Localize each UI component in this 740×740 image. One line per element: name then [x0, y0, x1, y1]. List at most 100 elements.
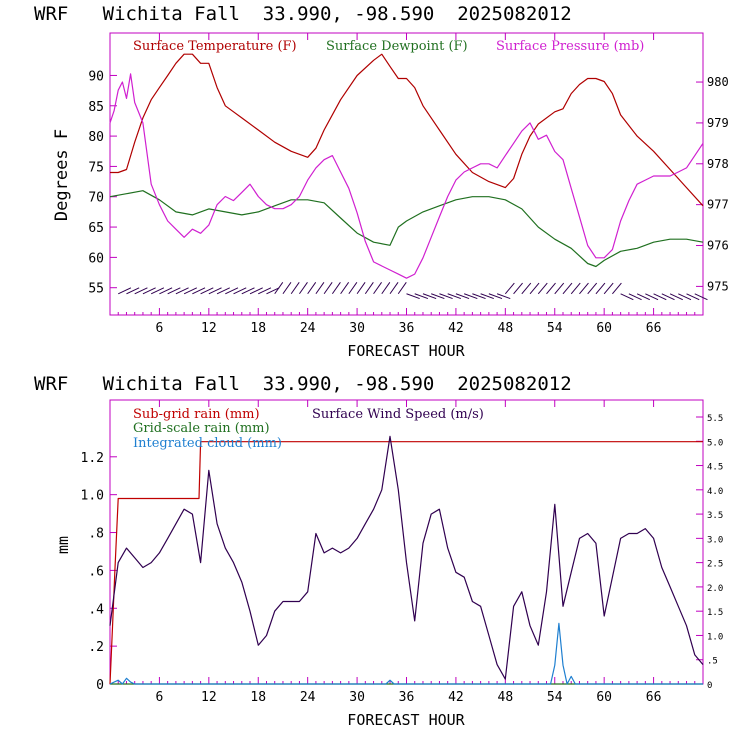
wind-barb — [612, 282, 622, 295]
wind-barb — [595, 282, 606, 295]
wind-barb — [134, 287, 148, 295]
x-tick-label: 18 — [250, 321, 266, 336]
y2-tick-label: 3.5 — [707, 511, 723, 521]
x-tick-label: 66 — [646, 321, 662, 336]
wind-barb — [266, 287, 280, 295]
subgrid-rain-line — [109, 441, 703, 685]
wind-barb — [579, 282, 589, 295]
wind-barb — [323, 282, 333, 295]
x-tick-label: 30 — [349, 690, 365, 705]
y-tick-label: 0 — [96, 678, 104, 693]
temperature-pressure-panel: WRF Wichita Fall 33.990, -98.590 2025082… — [34, 3, 729, 360]
wind-barb — [340, 282, 350, 295]
y2-tick-label: 976 — [707, 239, 729, 253]
wind-barb — [669, 293, 683, 301]
x-tick-label: 48 — [498, 321, 514, 336]
y-tick-label: .2 — [88, 640, 104, 655]
wind-barb — [570, 282, 581, 295]
wind-barb — [356, 282, 366, 295]
wind-barb — [381, 282, 391, 295]
wind-barb — [694, 293, 708, 301]
wind-barb — [315, 282, 325, 295]
y-tick-label: 75 — [88, 160, 104, 175]
wind-barb — [290, 282, 300, 295]
y2-tick-label: 2.5 — [707, 560, 723, 570]
x-tick-label: 54 — [547, 690, 563, 705]
y-tick-label: 90 — [88, 69, 104, 84]
x-tick-label: 6 — [156, 321, 164, 336]
y2-tick-label: .5 — [707, 657, 718, 667]
wind-barb — [192, 287, 206, 295]
wind-barb — [447, 293, 462, 300]
y-axis-label: mm — [54, 536, 72, 554]
temperature-line — [110, 53, 704, 207]
wind-barb — [225, 287, 239, 295]
x-tick-label: 12 — [201, 321, 217, 336]
x-tick-label: 60 — [596, 321, 612, 336]
panel-title: WRF Wichita Fall 33.990, -98.590 2025082… — [34, 3, 572, 25]
x-tick-label: 24 — [300, 690, 316, 705]
y-tick-label: 60 — [88, 251, 104, 266]
wind-barb — [331, 282, 341, 295]
wind-barb — [348, 282, 358, 295]
y2-tick-label: 978 — [707, 157, 729, 171]
x-tick-label: 66 — [646, 690, 662, 705]
wind-barb — [661, 293, 675, 301]
integrated-cloud-line — [109, 622, 703, 685]
wind-barb — [233, 287, 247, 295]
wind-barb — [554, 282, 565, 295]
wind-speed-line — [109, 435, 704, 680]
y-tick-label: 70 — [88, 191, 104, 206]
wind-barb — [208, 287, 222, 295]
y2-tick-label: 979 — [707, 116, 729, 130]
x-tick-label: 6 — [156, 690, 164, 705]
wind-barb — [274, 282, 284, 295]
wind-barb — [537, 282, 548, 295]
wind-barb — [562, 282, 573, 295]
wind-barb — [183, 287, 198, 295]
legend-pressure: Surface Pressure (mb) — [496, 39, 644, 54]
wind-barb — [546, 282, 556, 295]
wind-barb — [431, 293, 445, 300]
x-tick-label: 54 — [547, 321, 563, 336]
wind-barb — [472, 293, 486, 300]
y2-tick-label: 4.5 — [707, 463, 723, 473]
y2-tick-label: 980 — [707, 75, 729, 89]
wind-barb — [513, 282, 523, 295]
y-tick-label: 65 — [88, 221, 104, 236]
y-tick-label: 1.0 — [81, 489, 104, 504]
wind-barb — [373, 282, 382, 295]
legend-wind-speed: Surface Wind Speed (m/s) — [312, 407, 484, 422]
wind-barb — [504, 282, 515, 295]
wind-barb — [126, 287, 140, 295]
wind-barb — [167, 287, 181, 295]
x-tick-label: 18 — [250, 690, 266, 705]
wind-barb — [636, 293, 651, 301]
precipitation-wind-panel: WRF Wichita Fall 33.990, -98.590 2025082… — [34, 373, 723, 729]
x-tick-label: 36 — [399, 321, 415, 336]
legend-integrated-cloud: Integrated cloud (mm) — [133, 436, 282, 451]
legend-temperature: Surface Temperature (F) — [133, 39, 297, 54]
wind-barb — [463, 293, 478, 300]
y2-tick-label: 5.5 — [707, 414, 723, 424]
wind-barb — [496, 293, 511, 300]
y2-tick-label: 1.5 — [707, 608, 723, 618]
wind-barb — [150, 287, 165, 295]
wind-barb — [422, 293, 437, 300]
wind-barb — [159, 287, 173, 295]
legend-dewpoint: Surface Dewpoint (F) — [326, 39, 468, 54]
wind-barb — [678, 293, 692, 301]
wind-barb — [603, 282, 614, 295]
wind-barb — [686, 293, 700, 301]
x-axis-label: FORECAST HOUR — [347, 342, 465, 360]
wind-barb — [406, 293, 420, 300]
wind-barb — [488, 293, 503, 300]
x-tick-label: 24 — [300, 321, 316, 336]
y-tick-label: 1.2 — [81, 451, 104, 466]
x-tick-label: 42 — [448, 690, 464, 705]
plot-frame — [109, 32, 704, 316]
pressure-line — [109, 73, 704, 279]
wind-barb — [118, 287, 132, 295]
y2-tick-label: 1.0 — [707, 632, 723, 642]
y-tick-label: 85 — [88, 100, 104, 115]
